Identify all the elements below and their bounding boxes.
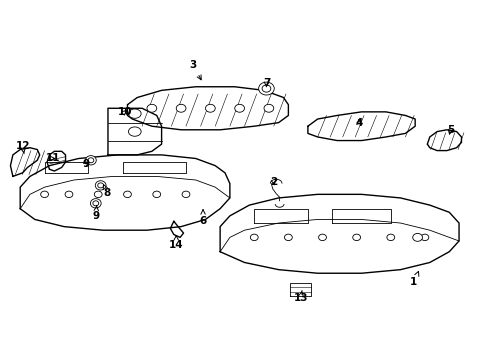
Ellipse shape bbox=[147, 104, 157, 112]
Ellipse shape bbox=[95, 181, 106, 190]
Ellipse shape bbox=[85, 156, 96, 165]
Polygon shape bbox=[10, 148, 40, 176]
Polygon shape bbox=[44, 162, 88, 173]
Text: 2: 2 bbox=[269, 177, 277, 187]
Ellipse shape bbox=[88, 158, 94, 163]
Text: 9: 9 bbox=[92, 205, 99, 221]
Polygon shape bbox=[20, 155, 229, 230]
Ellipse shape bbox=[90, 199, 101, 208]
Ellipse shape bbox=[93, 201, 99, 206]
Ellipse shape bbox=[94, 191, 102, 198]
Ellipse shape bbox=[284, 234, 292, 240]
Text: 8: 8 bbox=[103, 184, 110, 198]
Text: 10: 10 bbox=[118, 107, 132, 117]
Polygon shape bbox=[122, 162, 185, 173]
Ellipse shape bbox=[205, 104, 215, 112]
Polygon shape bbox=[254, 209, 307, 223]
Text: 4: 4 bbox=[355, 118, 362, 128]
Polygon shape bbox=[47, 151, 65, 171]
Ellipse shape bbox=[318, 234, 326, 240]
Polygon shape bbox=[220, 194, 458, 273]
Ellipse shape bbox=[258, 82, 274, 95]
Polygon shape bbox=[108, 108, 161, 155]
Ellipse shape bbox=[264, 104, 273, 112]
Ellipse shape bbox=[352, 234, 360, 240]
Text: 12: 12 bbox=[15, 141, 30, 154]
Polygon shape bbox=[307, 112, 414, 140]
Polygon shape bbox=[289, 283, 311, 296]
Ellipse shape bbox=[98, 183, 103, 188]
Text: 1: 1 bbox=[409, 271, 418, 287]
Ellipse shape bbox=[123, 191, 131, 198]
Polygon shape bbox=[427, 130, 461, 150]
Ellipse shape bbox=[234, 104, 244, 112]
Polygon shape bbox=[170, 221, 183, 237]
Text: 3: 3 bbox=[189, 60, 201, 80]
Text: 6: 6 bbox=[199, 210, 206, 226]
Ellipse shape bbox=[386, 234, 394, 240]
Ellipse shape bbox=[176, 104, 185, 112]
Ellipse shape bbox=[128, 127, 141, 136]
Text: 9: 9 bbox=[82, 159, 89, 169]
Text: 14: 14 bbox=[168, 235, 183, 249]
Ellipse shape bbox=[262, 85, 270, 92]
Ellipse shape bbox=[182, 191, 189, 198]
Polygon shape bbox=[127, 87, 288, 130]
Ellipse shape bbox=[420, 234, 428, 240]
Text: 7: 7 bbox=[262, 78, 269, 88]
Text: 5: 5 bbox=[446, 125, 453, 135]
Text: 13: 13 bbox=[293, 291, 307, 303]
Ellipse shape bbox=[412, 233, 422, 241]
Text: 11: 11 bbox=[46, 153, 61, 163]
Ellipse shape bbox=[65, 191, 73, 198]
Polygon shape bbox=[331, 209, 390, 223]
Ellipse shape bbox=[250, 234, 258, 240]
Ellipse shape bbox=[153, 191, 160, 198]
Ellipse shape bbox=[41, 191, 48, 198]
Ellipse shape bbox=[128, 109, 141, 118]
